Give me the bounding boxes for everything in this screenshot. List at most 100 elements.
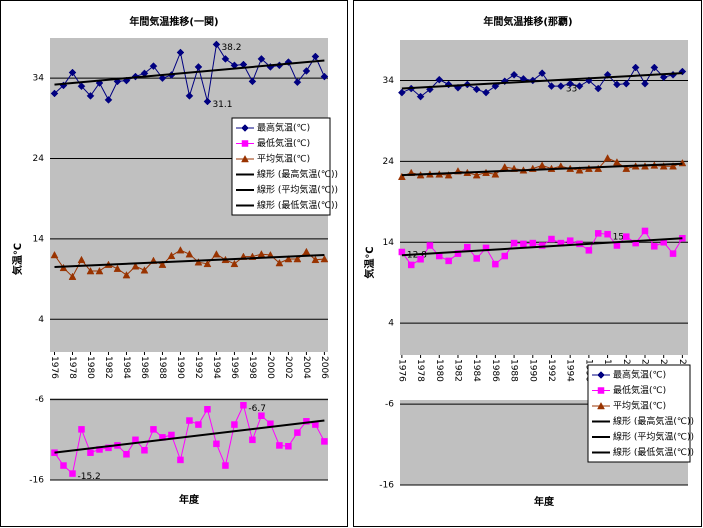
point	[68, 68, 77, 77]
data-label: 31.1	[212, 100, 232, 110]
point	[68, 272, 77, 280]
y-axis-title: 気温℃	[363, 246, 376, 279]
point	[311, 255, 320, 264]
point	[397, 172, 406, 180]
point	[50, 250, 59, 259]
point	[594, 164, 603, 172]
point	[293, 78, 302, 87]
legend-label: 線形 (平均気温(℃))	[613, 431, 694, 443]
legend-marker	[597, 371, 605, 379]
x-tick-label: 1990	[175, 356, 185, 379]
point	[538, 242, 546, 249]
y-tick-label: -6	[35, 395, 44, 405]
y-axis-title: 気温℃	[11, 243, 24, 276]
x-tick-label: 1994	[565, 359, 575, 382]
point	[444, 171, 453, 179]
trend-line	[401, 237, 683, 257]
point	[221, 55, 230, 63]
legend-marker	[597, 387, 605, 394]
data-label: 12.8	[407, 250, 427, 260]
point	[285, 442, 292, 450]
x-tick-label: 1978	[415, 359, 425, 382]
point	[186, 417, 193, 424]
point	[321, 438, 328, 445]
point	[257, 55, 266, 63]
legend-label: 平均気温(℃)	[257, 153, 310, 165]
point	[594, 230, 602, 237]
legend-label: 線形 (最低気温(℃))	[613, 446, 694, 458]
legend-box	[231, 117, 331, 216]
x-tick-label: 1988	[157, 356, 167, 379]
y-tick-label: -16	[29, 476, 44, 486]
legend-box	[587, 364, 691, 463]
point	[168, 431, 175, 439]
point	[320, 254, 329, 263]
x-tick-label: 1976	[396, 359, 406, 382]
point	[302, 67, 311, 75]
point	[131, 262, 140, 270]
point	[150, 426, 157, 433]
y-tick-label: -16	[379, 481, 394, 491]
point	[575, 82, 584, 90]
point	[613, 80, 621, 89]
point	[249, 436, 256, 444]
point	[60, 462, 67, 469]
trend-line	[401, 72, 683, 90]
x-axis-title: 年度	[179, 493, 200, 506]
point	[650, 63, 659, 72]
point	[50, 89, 59, 98]
point	[464, 243, 471, 251]
x-tick-label: 1980	[434, 359, 444, 382]
x-tick-label: 1988	[509, 359, 519, 382]
point	[510, 70, 518, 79]
point	[213, 440, 220, 448]
x-tick-label: 1982	[103, 356, 113, 379]
point	[158, 260, 167, 268]
point	[659, 162, 668, 170]
point	[445, 257, 452, 265]
point	[176, 246, 185, 254]
point	[311, 52, 320, 61]
point	[659, 73, 668, 82]
legend-label: 線形 (最低気温(℃))	[257, 199, 338, 211]
point	[623, 233, 630, 240]
point	[575, 166, 584, 174]
point	[548, 235, 555, 243]
point	[641, 227, 649, 235]
x-tick-label: 1978	[67, 356, 77, 379]
point	[669, 162, 677, 170]
point	[407, 261, 415, 269]
point	[416, 92, 425, 101]
point	[294, 429, 301, 436]
point	[454, 250, 462, 257]
point	[258, 412, 265, 419]
chart-title: 年間気温推移(一関)	[129, 15, 218, 28]
point	[230, 259, 239, 268]
point	[195, 421, 202, 428]
x-tick-label: 1986	[139, 356, 149, 379]
point	[176, 48, 185, 57]
point	[113, 264, 122, 272]
point	[158, 74, 167, 83]
point	[613, 242, 621, 249]
point	[240, 402, 247, 409]
data-label: -6.7	[248, 404, 266, 414]
point	[501, 252, 508, 260]
plot-area	[50, 38, 328, 480]
data-label: 33	[566, 85, 577, 95]
point	[594, 84, 603, 93]
point	[669, 250, 677, 257]
point	[231, 421, 238, 428]
point	[473, 255, 480, 262]
legend-marker	[241, 140, 249, 147]
point	[203, 97, 212, 106]
trend-line	[54, 253, 325, 269]
point	[492, 260, 499, 268]
point	[275, 258, 284, 267]
x-tick-label: 1984	[121, 356, 131, 379]
point	[641, 79, 649, 88]
point	[105, 444, 112, 452]
point	[510, 239, 518, 247]
x-tick-label: 1976	[49, 356, 59, 379]
point	[177, 456, 184, 464]
